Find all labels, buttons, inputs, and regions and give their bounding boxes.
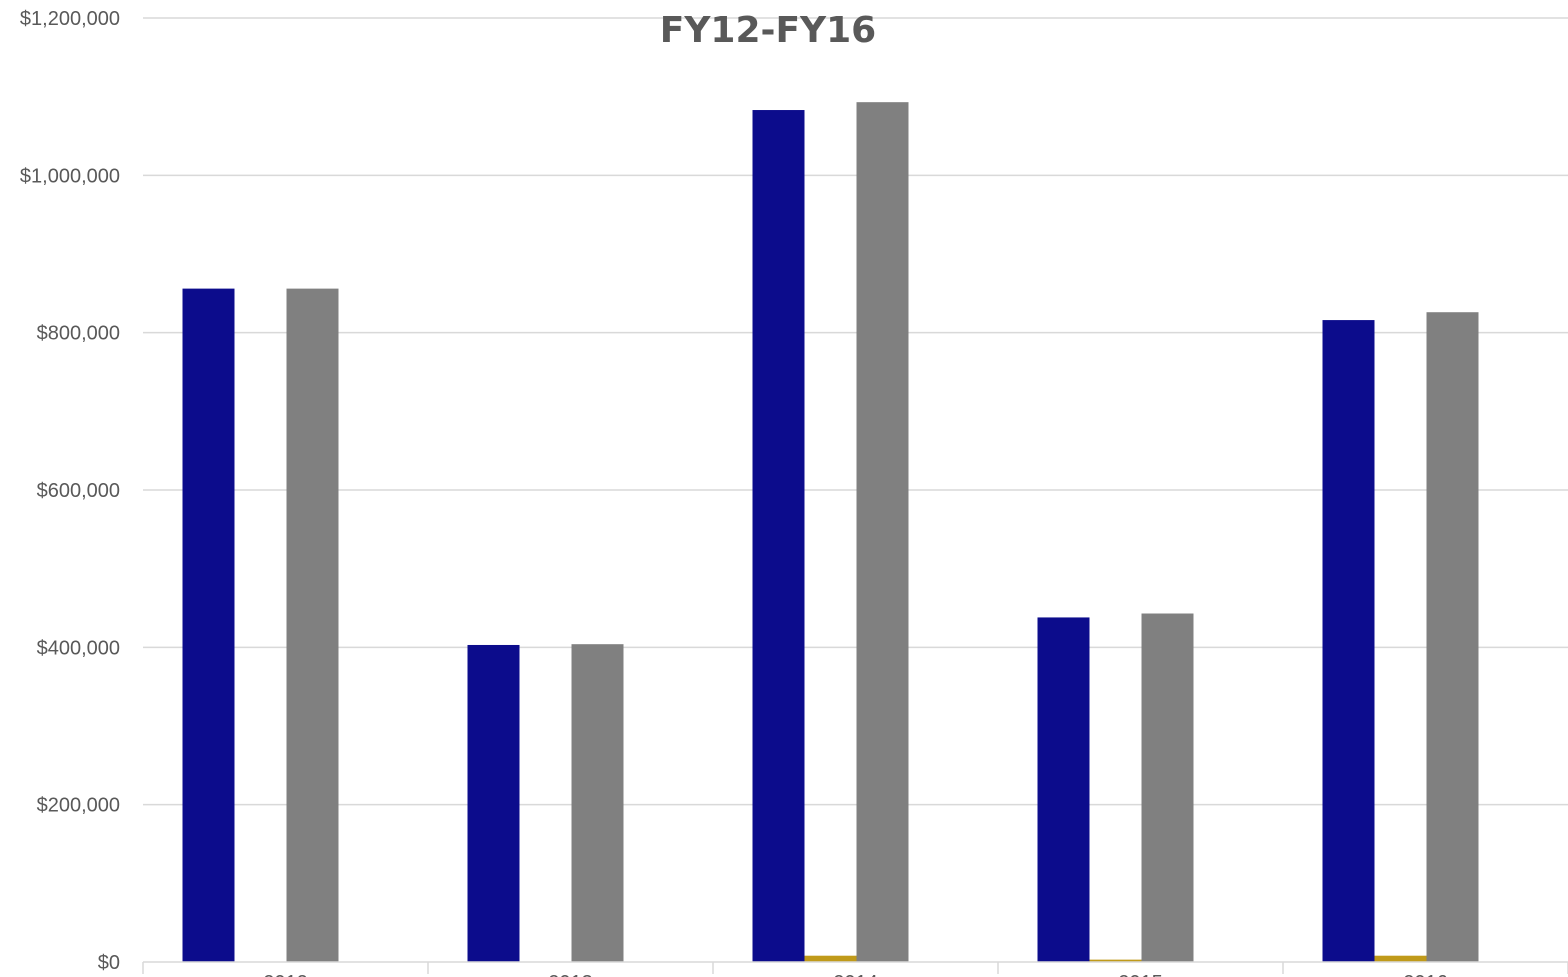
bar [183, 289, 235, 962]
bar [1142, 614, 1194, 962]
y-tick-label: $600,000 [37, 480, 120, 502]
x-tick-label: 2016 [1403, 972, 1448, 977]
bar [1427, 312, 1479, 962]
y-tick-label: $1,200,000 [20, 8, 120, 30]
bar [468, 645, 520, 962]
bar [805, 956, 857, 962]
y-tick-label: $0 [98, 952, 120, 974]
y-tick-label: $800,000 [37, 323, 120, 345]
chart-title: FY12-FY16 [660, 10, 876, 51]
x-tick-label: 2015 [1118, 972, 1163, 977]
y-tick-label: $1,000,000 [20, 165, 120, 187]
bar [1375, 956, 1427, 962]
x-tick-label: 2014 [833, 972, 878, 977]
bar [572, 644, 624, 962]
x-tick-label: 2013 [548, 972, 593, 977]
bar [857, 102, 909, 962]
bar [1323, 320, 1375, 962]
bar [753, 110, 805, 962]
bars [183, 102, 1479, 962]
y-tick-label: $400,000 [37, 637, 120, 659]
y-tick-label: $200,000 [37, 795, 120, 817]
bar [287, 289, 339, 962]
bar [1038, 617, 1090, 962]
x-tick-label: 2012 [263, 972, 308, 977]
